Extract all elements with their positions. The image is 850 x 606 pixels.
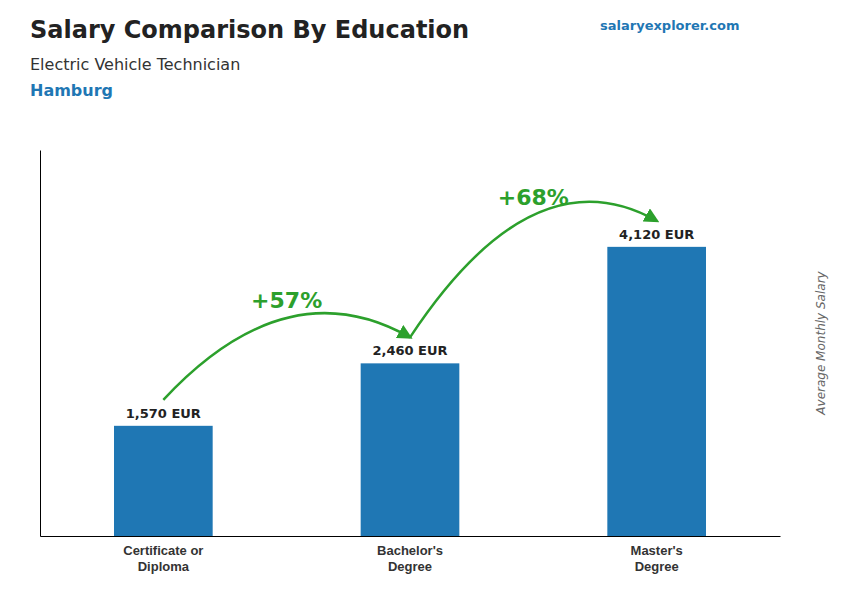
x-tick-label: Certificate orDiploma bbox=[123, 543, 203, 574]
arrow bbox=[163, 313, 410, 400]
bar bbox=[114, 426, 213, 536]
chart: Salary Comparison By Education Electric V… bbox=[0, 0, 850, 606]
x-axis-line bbox=[41, 536, 781, 537]
y-axis-line bbox=[40, 151, 41, 537]
y-axis-title: Average Monthly Salary bbox=[814, 270, 828, 415]
x-axis: Certificate orDiploma Bachelor'sDegree Mas… bbox=[41, 537, 781, 574]
bar bbox=[361, 363, 460, 536]
bars bbox=[114, 247, 706, 536]
site-label: explorer.com bbox=[645, 18, 740, 33]
x-tick-label: Bachelor'sDegree bbox=[377, 543, 443, 574]
location: Hamburg bbox=[30, 81, 113, 100]
data-labels: 1,570 EUR 2,460 EUR 4,120 EUR bbox=[126, 227, 694, 421]
arrow bbox=[410, 202, 657, 338]
x-tick-label: Master'sDegree bbox=[631, 543, 683, 574]
x-tick: Bachelor'sDegree bbox=[377, 543, 443, 574]
annotation: +68% bbox=[498, 185, 569, 210]
subtitle: Electric Vehicle Technician bbox=[30, 55, 240, 74]
arrows: +57% +68% bbox=[163, 185, 656, 400]
x-tick: Certificate orDiploma bbox=[123, 543, 203, 574]
x-tick: Master'sDegree bbox=[631, 543, 683, 574]
annotation: +57% bbox=[251, 288, 322, 313]
title: Salary Comparison By Education bbox=[30, 16, 469, 44]
site-label: salary bbox=[600, 18, 645, 33]
bar bbox=[607, 247, 706, 536]
data-label: 1,570 EUR bbox=[126, 406, 201, 421]
data-label: 4,120 EUR bbox=[619, 227, 694, 242]
y-axis bbox=[40, 151, 41, 537]
data-label: 2,460 EUR bbox=[372, 343, 447, 358]
